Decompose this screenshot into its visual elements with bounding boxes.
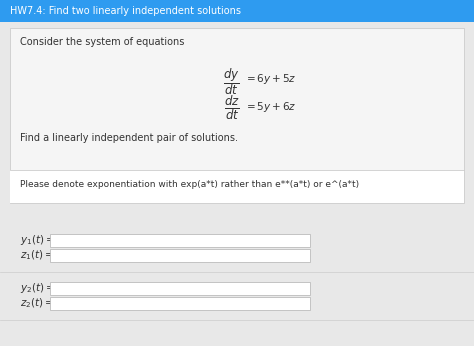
FancyBboxPatch shape xyxy=(50,282,310,294)
Text: $y_2(t) =$: $y_2(t) =$ xyxy=(20,281,55,295)
FancyBboxPatch shape xyxy=(0,0,474,22)
Text: $\dfrac{dz}{dt}$: $\dfrac{dz}{dt}$ xyxy=(224,94,240,122)
Text: $z_1(t) =$: $z_1(t) =$ xyxy=(20,248,54,262)
FancyBboxPatch shape xyxy=(10,28,464,203)
Text: Consider the system of equations: Consider the system of equations xyxy=(20,37,184,47)
Text: $z_2(t) =$: $z_2(t) =$ xyxy=(20,296,54,310)
Text: $y_1(t) =$: $y_1(t) =$ xyxy=(20,233,55,247)
Text: Please denote exponentiation with exp(a*t) rather than e**(a*t) or e^(a*t): Please denote exponentiation with exp(a*… xyxy=(20,180,359,189)
FancyBboxPatch shape xyxy=(10,170,464,203)
Text: $= 6y + 5z$: $= 6y + 5z$ xyxy=(244,72,296,86)
FancyBboxPatch shape xyxy=(50,297,310,310)
FancyBboxPatch shape xyxy=(50,248,310,262)
Text: HW7.4: Find two linearly independent solutions: HW7.4: Find two linearly independent sol… xyxy=(10,6,241,16)
Text: $= 5y + 6z$: $= 5y + 6z$ xyxy=(244,100,296,114)
FancyBboxPatch shape xyxy=(50,234,310,246)
Text: Find a linearly independent pair of solutions.: Find a linearly independent pair of solu… xyxy=(20,133,238,143)
Text: $\dfrac{dy}{dt}$: $\dfrac{dy}{dt}$ xyxy=(223,66,240,97)
